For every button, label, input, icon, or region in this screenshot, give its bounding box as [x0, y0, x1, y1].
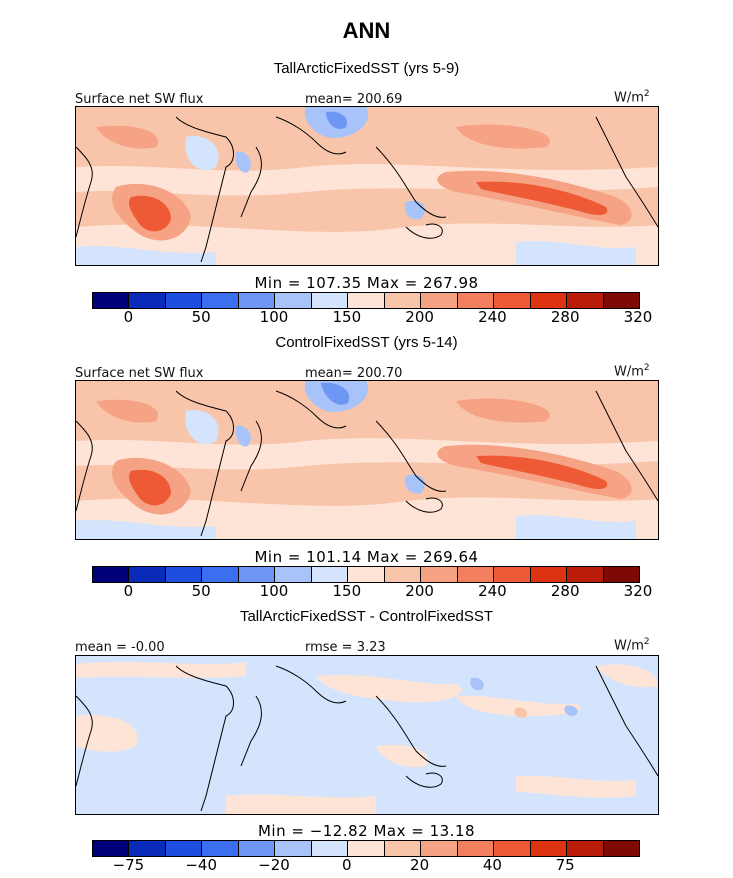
colorbar-tick-label: 100 — [259, 308, 289, 326]
colorbar-swatch-6 — [311, 293, 349, 308]
colorbar-tick-label: 240 — [478, 582, 507, 600]
colorbar-tick-label: 150 — [332, 308, 362, 326]
colorbar-tick-label: 240 — [478, 308, 507, 326]
colorbar-swatch-12 — [530, 293, 568, 308]
colorbar-tick-label: 280 — [550, 582, 580, 600]
panel3-colorbar — [92, 840, 640, 857]
panel2-map — [75, 380, 659, 540]
colorbar-swatch-10 — [457, 293, 495, 308]
panel3-rmse-label: rmse = 3.23 — [305, 640, 386, 655]
colorbar-tick-label: 0 — [342, 856, 352, 874]
colorbar-swatch-8 — [384, 841, 422, 856]
figure-title: ANN — [342, 18, 391, 43]
panel1-map — [75, 106, 659, 266]
colorbar-swatch-2 — [165, 841, 203, 856]
panel2-units: W/m2 — [614, 363, 650, 380]
colorbar-swatch-8 — [384, 567, 422, 582]
colorbar-swatch-14 — [603, 293, 640, 308]
colorbar-swatch-7 — [348, 293, 385, 308]
colorbar-tick-label: 50 — [191, 308, 211, 326]
colorbar-tick-label: 320 — [623, 308, 653, 326]
colorbar-swatch-8 — [384, 293, 422, 308]
panel1-variable-label: Surface net SW flux — [75, 92, 204, 107]
colorbar-tick-label: 50 — [191, 582, 211, 600]
panel1-colorbar — [92, 292, 640, 309]
colorbar-tick-label: 200 — [405, 308, 434, 326]
colorbar-tick-label: 280 — [550, 308, 580, 326]
colorbar-tick-label: −40 — [185, 856, 218, 874]
colorbar-swatch-13 — [567, 293, 604, 308]
panel1-mean-label: mean= 200.69 — [305, 92, 403, 107]
colorbar-swatch-3 — [202, 567, 239, 582]
colorbar-swatch-0 — [93, 293, 130, 308]
colorbar-swatch-5 — [275, 567, 312, 582]
colorbar-swatch-12 — [530, 841, 568, 856]
colorbar-tick-label: 150 — [332, 582, 362, 600]
colorbar-swatch-0 — [93, 567, 130, 582]
panel3-title: TallArcticFixedSST - ControlFixedSST — [239, 608, 494, 625]
colorbar-swatch-3 — [202, 293, 239, 308]
colorbar-swatch-2 — [165, 293, 203, 308]
colorbar-swatch-1 — [129, 293, 166, 308]
colorbar-swatch-5 — [275, 293, 312, 308]
colorbar-swatch-4 — [238, 567, 276, 582]
panel1-units: W/m2 — [614, 89, 650, 106]
colorbar-swatch-10 — [457, 841, 495, 856]
colorbar-swatch-14 — [603, 567, 640, 582]
colorbar-swatch-4 — [238, 841, 276, 856]
colorbar-swatch-5 — [275, 841, 312, 856]
colorbar-swatch-11 — [494, 293, 531, 308]
panel3-mean-label: mean = -0.00 — [75, 640, 165, 655]
colorbar-swatch-12 — [530, 567, 568, 582]
panel1-title: TallArcticFixedSST (yrs 5-9) — [273, 60, 460, 77]
colorbar-swatch-11 — [494, 567, 531, 582]
panel2-colorbar-ticks: 0 50 100 150 200 240 280 320 — [92, 582, 653, 602]
colorbar-swatch-6 — [311, 567, 349, 582]
colorbar-tick-label: 100 — [259, 582, 289, 600]
colorbar-tick-label: 20 — [410, 856, 430, 874]
colorbar-swatch-7 — [348, 567, 385, 582]
colorbar-swatch-7 — [348, 841, 385, 856]
panel3-units: W/m2 — [614, 637, 650, 654]
colorbar-swatch-9 — [421, 293, 458, 308]
colorbar-swatch-9 — [421, 841, 458, 856]
colorbar-tick-label: 200 — [405, 582, 434, 600]
colorbar-tick-label: 0 — [123, 582, 134, 600]
colorbar-tick-label: 0 — [123, 308, 134, 326]
colorbar-tick-label: 40 — [482, 856, 502, 874]
colorbar-tick-label: −20 — [258, 856, 290, 874]
colorbar-tick-label: −75 — [112, 856, 145, 874]
colorbar-swatch-1 — [129, 567, 166, 582]
colorbar-swatch-13 — [567, 841, 604, 856]
colorbar-swatch-9 — [421, 567, 458, 582]
colorbar-tick-label: 75 — [555, 856, 575, 874]
panel3-map — [75, 655, 659, 815]
colorbar-swatch-4 — [238, 293, 276, 308]
colorbar-swatch-0 — [93, 841, 130, 856]
colorbar-swatch-2 — [165, 567, 203, 582]
panel3-colorbar-ticks: −75 −40 −20 0 20 40 75 — [92, 856, 638, 876]
colorbar-swatch-10 — [457, 567, 495, 582]
panel1-min-max: Min = 107.35 Max = 267.98 — [254, 274, 479, 292]
panel2-min-max: Min = 101.14 Max = 269.64 — [254, 548, 479, 566]
panel3-min-max: Min = −12.82 Max = 13.18 — [257, 822, 476, 840]
panel2-variable-label: Surface net SW flux — [75, 366, 204, 381]
colorbar-swatch-3 — [202, 841, 239, 856]
colorbar-swatch-11 — [494, 841, 531, 856]
colorbar-tick-label: 320 — [623, 582, 653, 600]
colorbar-swatch-14 — [603, 841, 640, 856]
panel2-colorbar — [92, 566, 640, 583]
colorbar-swatch-13 — [567, 567, 604, 582]
panel1-colorbar-ticks: 0 50 100 150 200 240 280 320 — [92, 308, 653, 328]
panel2-mean-label: mean= 200.70 — [305, 366, 403, 381]
panel2-title: ControlFixedSST (yrs 5-14) — [275, 334, 458, 351]
colorbar-swatch-1 — [129, 841, 166, 856]
colorbar-swatch-6 — [311, 841, 349, 856]
